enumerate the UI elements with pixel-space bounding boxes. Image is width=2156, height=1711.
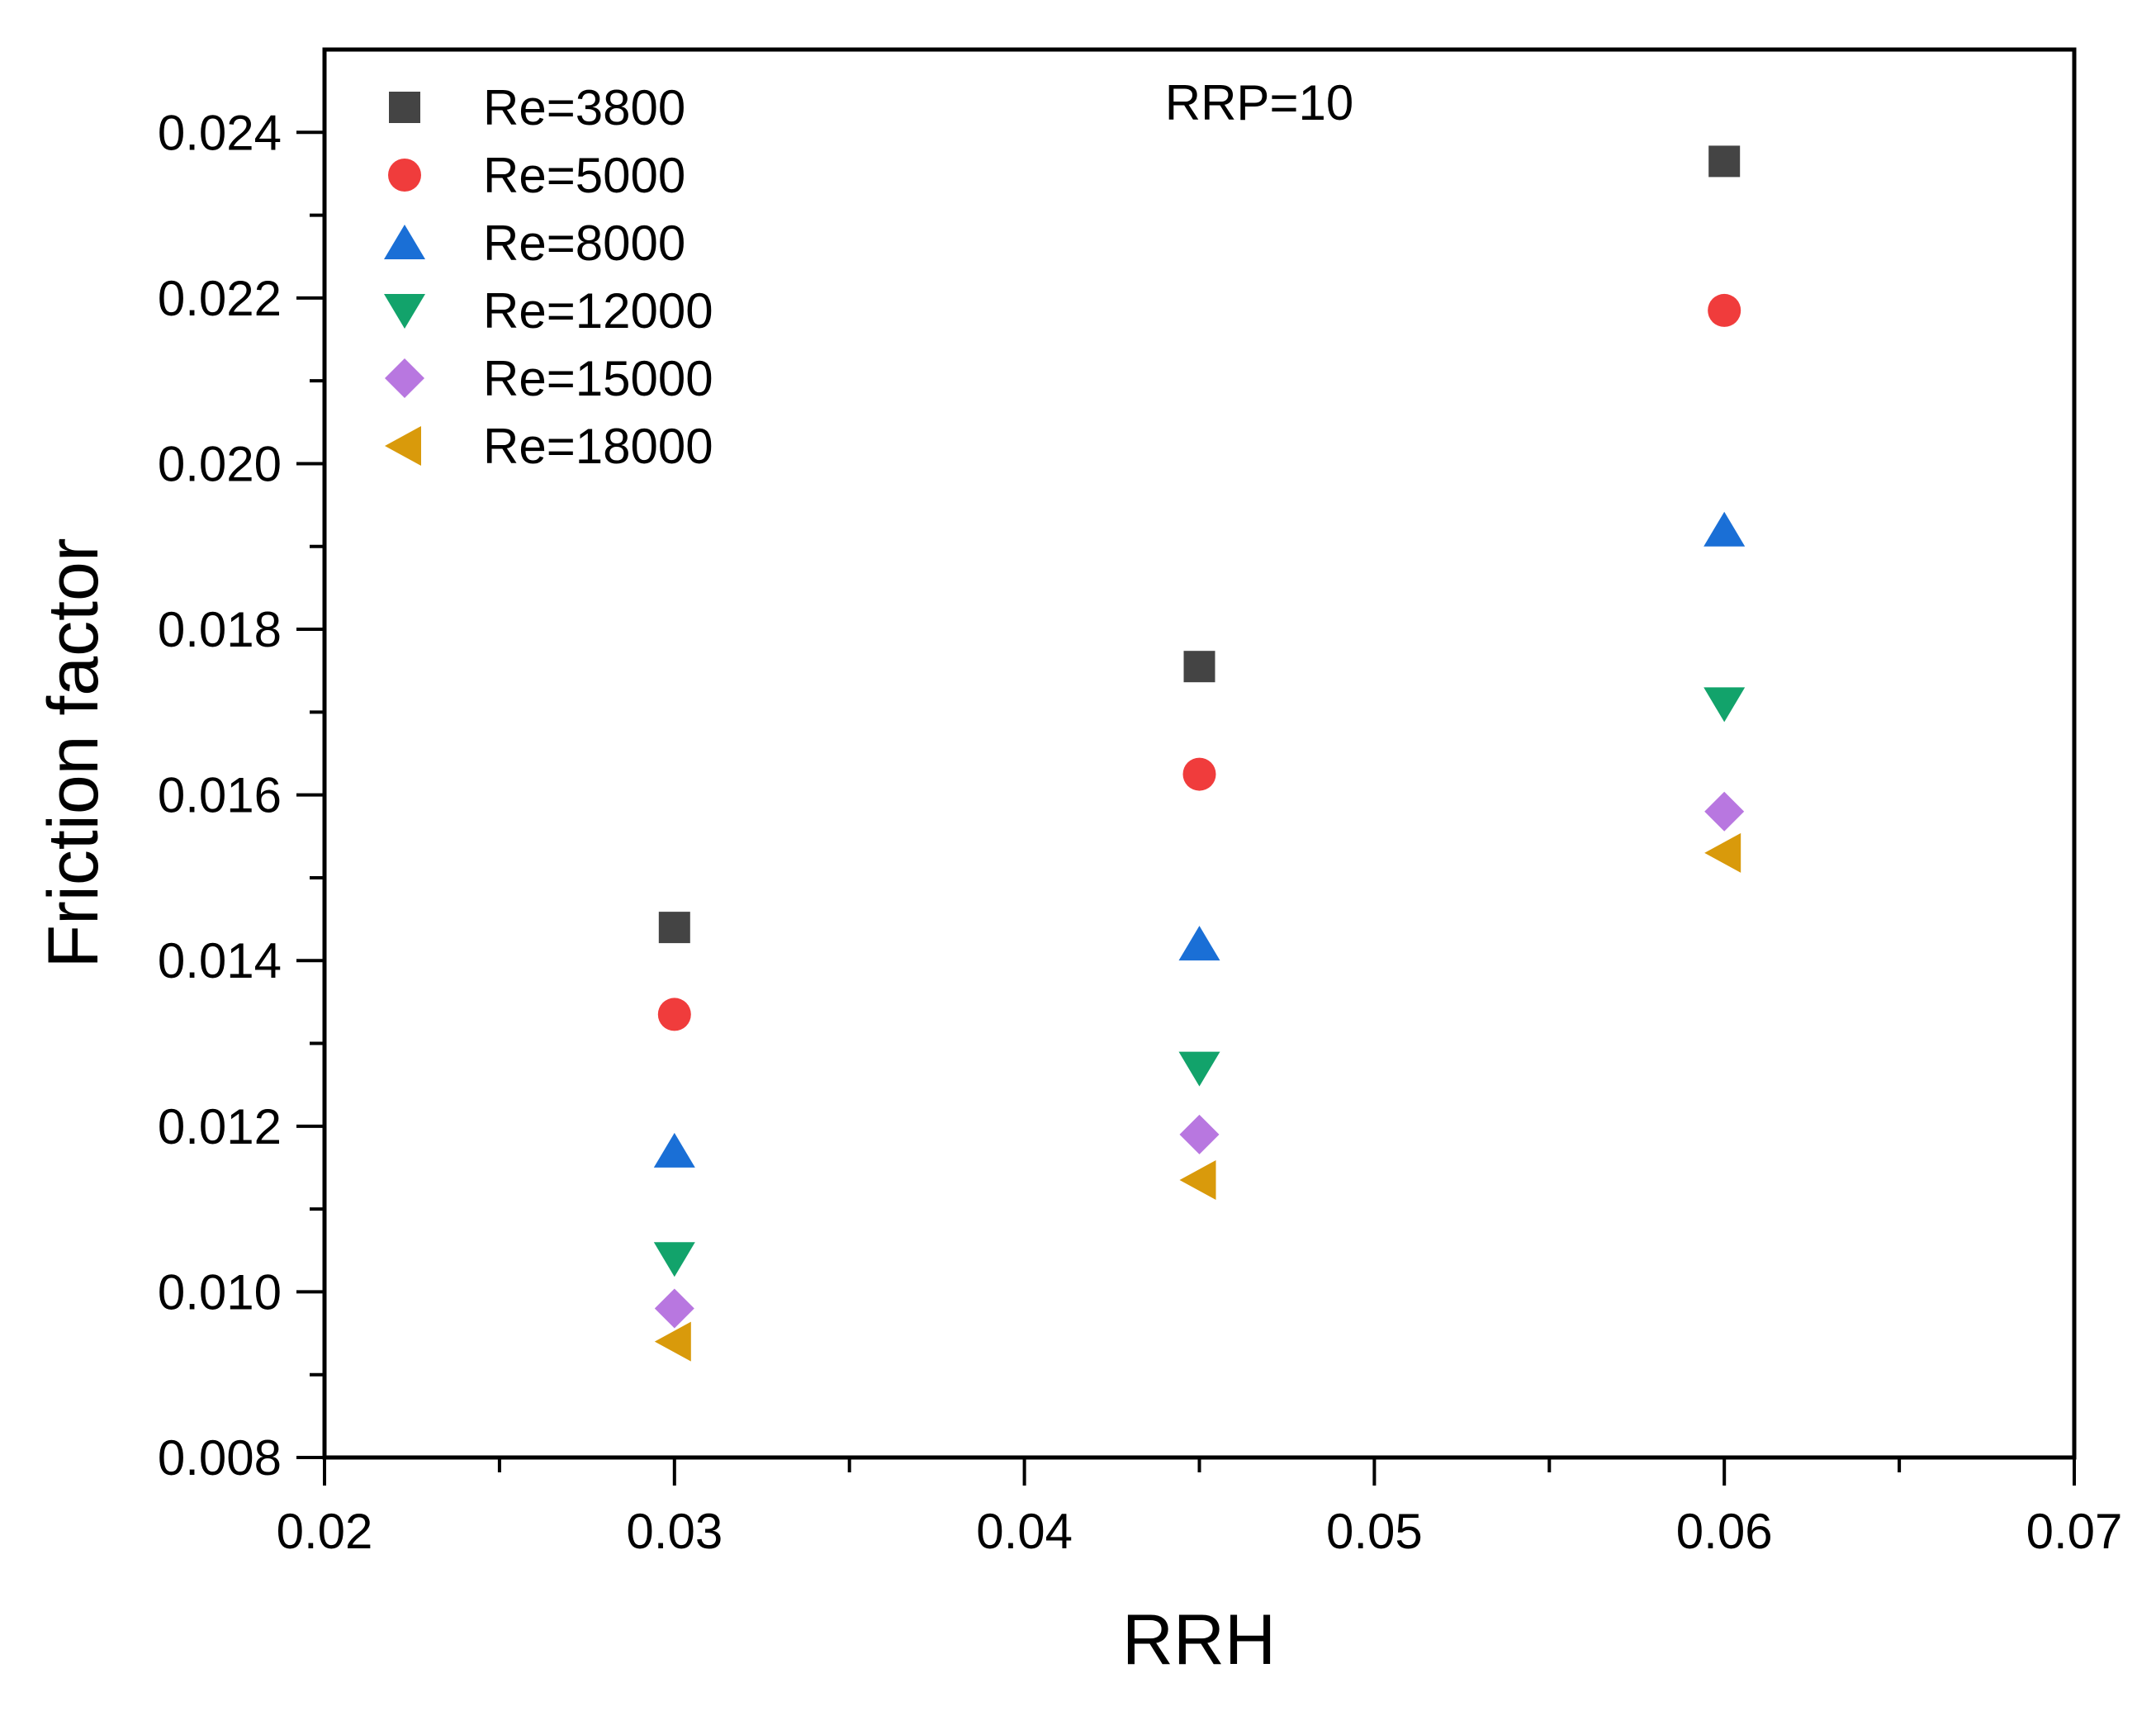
point-re-8000 <box>1703 511 1746 547</box>
y-tick-label: 0.012 <box>158 1099 282 1154</box>
legend-marker-re-18000 <box>385 426 421 466</box>
legend-marker-re-12000 <box>384 294 425 329</box>
x-tick-label: 0.05 <box>1326 1504 1423 1559</box>
x-tick-label: 0.06 <box>1676 1504 1773 1559</box>
point-re-5000 <box>1182 757 1216 791</box>
legend-marker-re-5000 <box>388 159 421 192</box>
legend-label: Re=12000 <box>483 283 713 339</box>
data-points <box>653 145 1746 1362</box>
point-re-18000 <box>1179 1160 1216 1201</box>
point-re-15000 <box>1179 1114 1220 1154</box>
point-re-12000 <box>1178 1051 1220 1087</box>
legend-label: Re=15000 <box>483 351 713 406</box>
chart-annotation: RRP=10 <box>1165 75 1353 130</box>
y-axis-ticks: 0.008 0.010 0.012 0.014 0.016 0.018 0.020 0.022… <box>158 105 325 1486</box>
point-re-8000 <box>653 1132 695 1168</box>
x-tick-label: 0.04 <box>976 1504 1073 1559</box>
legend-marker-re-8000 <box>384 225 425 259</box>
legend-marker-re-15000 <box>385 358 424 398</box>
x-tick-label: 0.03 <box>626 1504 723 1559</box>
x-axis-ticks: 0.02 0.03 0.04 0.05 0.06 0.07 <box>277 1457 2123 1559</box>
point-re-15000 <box>1704 791 1745 832</box>
point-re-3800 <box>1708 145 1741 178</box>
y-tick-label: 0.020 <box>158 436 282 491</box>
point-re-12000 <box>1703 687 1746 723</box>
point-re-5000 <box>657 998 691 1031</box>
legend: Re=3800 Re=5000 Re=8000 Re=12000 Re=15000 Re=… <box>384 80 713 474</box>
y-tick-label: 0.024 <box>158 105 282 160</box>
y-tick-label: 0.008 <box>158 1430 282 1486</box>
point-re-18000 <box>1704 832 1741 873</box>
y-tick-label: 0.018 <box>158 602 282 657</box>
legend-label: Re=3800 <box>483 80 685 135</box>
point-re-5000 <box>1708 293 1741 327</box>
legend-label: Re=8000 <box>483 216 685 271</box>
legend-marker-re-3800 <box>389 92 420 123</box>
point-re-8000 <box>1178 926 1220 961</box>
point-re-12000 <box>653 1242 695 1277</box>
y-tick-label: 0.022 <box>158 271 282 326</box>
point-re-15000 <box>654 1288 694 1329</box>
x-axis-title: RRH <box>1122 1600 1276 1680</box>
x-tick-label: 0.07 <box>2026 1504 2123 1559</box>
y-tick-label: 0.010 <box>158 1264 282 1320</box>
y-axis-title: Friction factor <box>34 538 113 969</box>
point-re-3800 <box>658 912 690 944</box>
legend-label: Re=5000 <box>483 148 685 203</box>
legend-label: Re=18000 <box>483 419 713 474</box>
x-tick-label: 0.02 <box>277 1504 373 1559</box>
point-re-3800 <box>1183 651 1215 683</box>
y-tick-label: 0.014 <box>158 933 282 988</box>
y-tick-label: 0.016 <box>158 768 282 823</box>
point-re-18000 <box>654 1321 691 1362</box>
